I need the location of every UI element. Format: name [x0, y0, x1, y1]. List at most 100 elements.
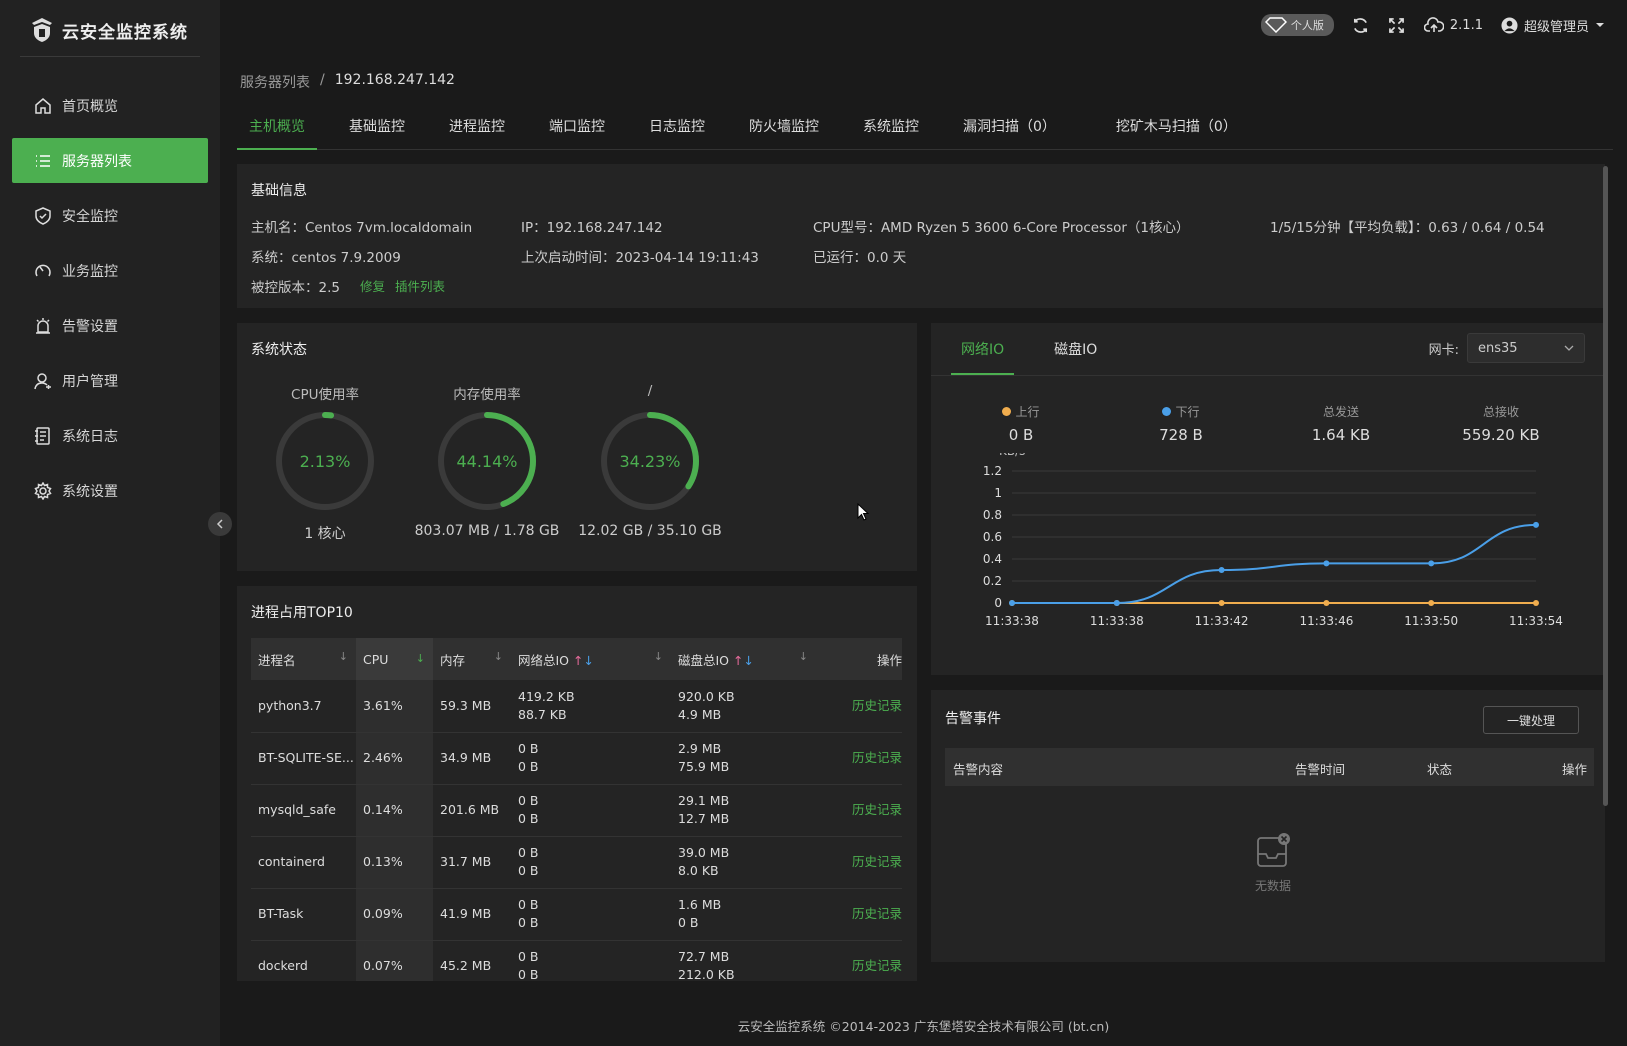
repair-link[interactable]: 修复: [359, 279, 385, 294]
up-arrow-icon: ↑: [733, 652, 744, 668]
process-name: BT-Task: [251, 888, 356, 941]
gauge-percent: 44.14%: [456, 452, 517, 471]
gauge-label: /: [647, 383, 653, 399]
caret-down-icon: [1596, 23, 1604, 27]
data-point: [1533, 521, 1539, 528]
history-link[interactable]: 历史记录: [816, 732, 902, 785]
gauge-detail: 803.07 MB / 1.78 GB: [414, 523, 560, 539]
y-tick-label: 1.2: [983, 464, 1002, 478]
io-write: 0 B: [518, 967, 539, 981]
sidebar-item-home[interactable]: 首页概览: [12, 83, 208, 128]
topbar: 个人版 2.1.1 超级管理员: [220, 0, 1627, 55]
boot-time: 上次启动时间：2023-04-14 19:11:43: [521, 250, 759, 266]
gauge-arc: [438, 412, 536, 510]
chevron-left-icon: [216, 519, 223, 529]
tab-log-monitor[interactable]: 日志监控: [649, 119, 705, 135]
io-read: 0 B: [518, 741, 539, 756]
user-menu[interactable]: 超级管理员: [1501, 16, 1605, 35]
process-disk-io: 2.9 MB 75.9 MB: [671, 732, 816, 785]
version-info[interactable]: 2.1.1: [1423, 17, 1483, 33]
divider: [931, 375, 1605, 376]
network-line-chart: KB/s 1.2 1 0.8 0.6 0.4 0.2 0 11:33:38 11:33:38 11:…: [983, 453, 1563, 628]
tab-miner-scan[interactable]: 挖矿木马扫描（0）: [1115, 119, 1237, 135]
tab-firewall-monitor[interactable]: 防火墙监控: [749, 119, 819, 135]
app-title: 云安全监控系统: [62, 22, 188, 43]
plugin-list-link[interactable]: 插件列表: [395, 279, 446, 294]
tab-system-monitor[interactable]: 系统监控: [863, 119, 919, 135]
process-memory: 59.3 MB: [433, 680, 511, 733]
card-title: 系统状态: [251, 342, 307, 358]
stat-total-received: 总接收 559.20 KB: [1441, 403, 1561, 444]
table-header-row: 进程名 ↓ CPU ↓ 内存 ↓ 网络总IO ↑↓ ↓ 磁盘总IO ↑↓ ↓ 操作: [251, 638, 902, 680]
sidebar-item-alarm[interactable]: 告警设置: [12, 303, 208, 348]
tab-disk-io[interactable]: 磁盘IO: [1054, 342, 1098, 358]
gauge-label: CPU使用率: [291, 387, 359, 403]
sidebar-item-label: 系统设置: [62, 483, 118, 500]
gauge-ring: 2.13%: [276, 412, 374, 510]
col-header-memory[interactable]: 内存 ↓: [433, 638, 511, 680]
io-read: 39.0 MB: [678, 845, 730, 860]
app-logo[interactable]: 云安全监控系统: [30, 12, 188, 48]
edition-label: 个人版: [1290, 19, 1324, 32]
tab-vuln-scan[interactable]: 漏洞扫描（0）: [963, 119, 1056, 135]
history-link[interactable]: 历史记录: [816, 680, 902, 733]
gauge-detail: 12.02 GB / 35.10 GB: [578, 523, 722, 539]
page-scrollbar[interactable]: [1603, 166, 1608, 806]
process-cpu: 0.13%: [356, 836, 433, 889]
tab-basic-monitor[interactable]: 基础监控: [349, 119, 405, 135]
col-header-disk-io[interactable]: 磁盘总IO ↑↓ ↓: [671, 638, 816, 680]
agent-version: 被控版本：2.5: [251, 280, 340, 296]
tab-network-io[interactable]: 网络IO: [951, 323, 1015, 375]
stat-value: 1.64 KB: [1311, 426, 1371, 444]
data-point: [1533, 600, 1539, 606]
stat-value: 0 B: [1008, 426, 1034, 444]
gauge-percent: 2.13%: [300, 452, 351, 471]
sidebar-item-servers[interactable]: 服务器列表: [12, 138, 208, 183]
data-point: [1218, 567, 1225, 573]
col-header-cpu[interactable]: CPU ↓: [356, 638, 433, 680]
sidebar-menu: 首页概览 服务器列表 安全监控 业务监控 告警设置 用户管理 系统日志 系统设: [12, 83, 208, 523]
fullscreen-button[interactable]: [1388, 16, 1406, 34]
logo-icon: [32, 18, 52, 42]
io-stats: 上行 0 B 下行 728 B 总发送 1.64 KB 总接收 559.20 K…: [971, 403, 1571, 453]
io-read: 1.6 MB: [678, 897, 722, 912]
stat-value: 728 B: [1159, 426, 1203, 444]
history-link[interactable]: 历史记录: [816, 784, 902, 837]
refresh-button[interactable]: [1352, 16, 1370, 34]
sidebar-item-settings[interactable]: 系统设置: [12, 468, 208, 513]
history-link[interactable]: 历史记录: [816, 888, 902, 941]
col-header-status: 状态: [1427, 762, 1453, 777]
process-disk-io: 39.0 MB 8.0 KB: [671, 836, 816, 889]
col-header-name[interactable]: 进程名 ↓: [251, 638, 356, 680]
tab-port-monitor[interactable]: 端口监控: [549, 119, 605, 135]
sidebar: 云安全监控系统 首页概览 服务器列表 安全监控 业务监控 告警设置 用户管理: [0, 0, 220, 1046]
tab-process-monitor[interactable]: 进程监控: [449, 119, 505, 135]
cpu-gauge: CPU使用率 2.13% 1 核心: [245, 383, 405, 543]
fullscreen-icon: [1389, 17, 1405, 33]
sidebar-item-users[interactable]: 用户管理: [12, 358, 208, 403]
process-name: BT-SQLITE-SE...: [251, 732, 356, 785]
gauge-percent: 34.23%: [619, 452, 680, 471]
sidebar-item-business[interactable]: 业务监控: [12, 248, 208, 293]
header-label: CPU: [363, 651, 389, 667]
col-header-time: 告警时间: [1295, 762, 1346, 777]
sidebar-collapse-button[interactable]: [208, 512, 232, 536]
sidebar-item-security[interactable]: 安全监控: [12, 193, 208, 238]
nic-select[interactable]: ens35: [1467, 333, 1585, 363]
history-link[interactable]: 历史记录: [816, 836, 902, 889]
breadcrumb-parent[interactable]: 服务器列表: [240, 75, 310, 91]
stat-label: 下行: [1175, 405, 1200, 419]
process-name: python3.7: [251, 680, 356, 733]
history-link[interactable]: 历史记录: [816, 940, 902, 981]
memory-gauge: 内存使用率 44.14% 803.07 MB / 1.78 GB: [407, 383, 567, 539]
info-row: 系统：centos 7.9.2009 上次启动时间：2023-04-14 19:…: [251, 246, 1591, 266]
y-axis-unit: KB/s: [999, 453, 1025, 458]
data-point: [1113, 600, 1120, 606]
col-header-action: 操作: [1562, 762, 1588, 777]
resolve-all-button[interactable]: 一键处理: [1483, 706, 1579, 734]
process-name: dockerd: [251, 940, 356, 981]
col-header-net-io[interactable]: 网络总IO ↑↓ ↓: [511, 638, 671, 680]
tab-overview[interactable]: 主机概览: [237, 108, 317, 150]
sidebar-item-logs[interactable]: 系统日志: [12, 413, 208, 458]
